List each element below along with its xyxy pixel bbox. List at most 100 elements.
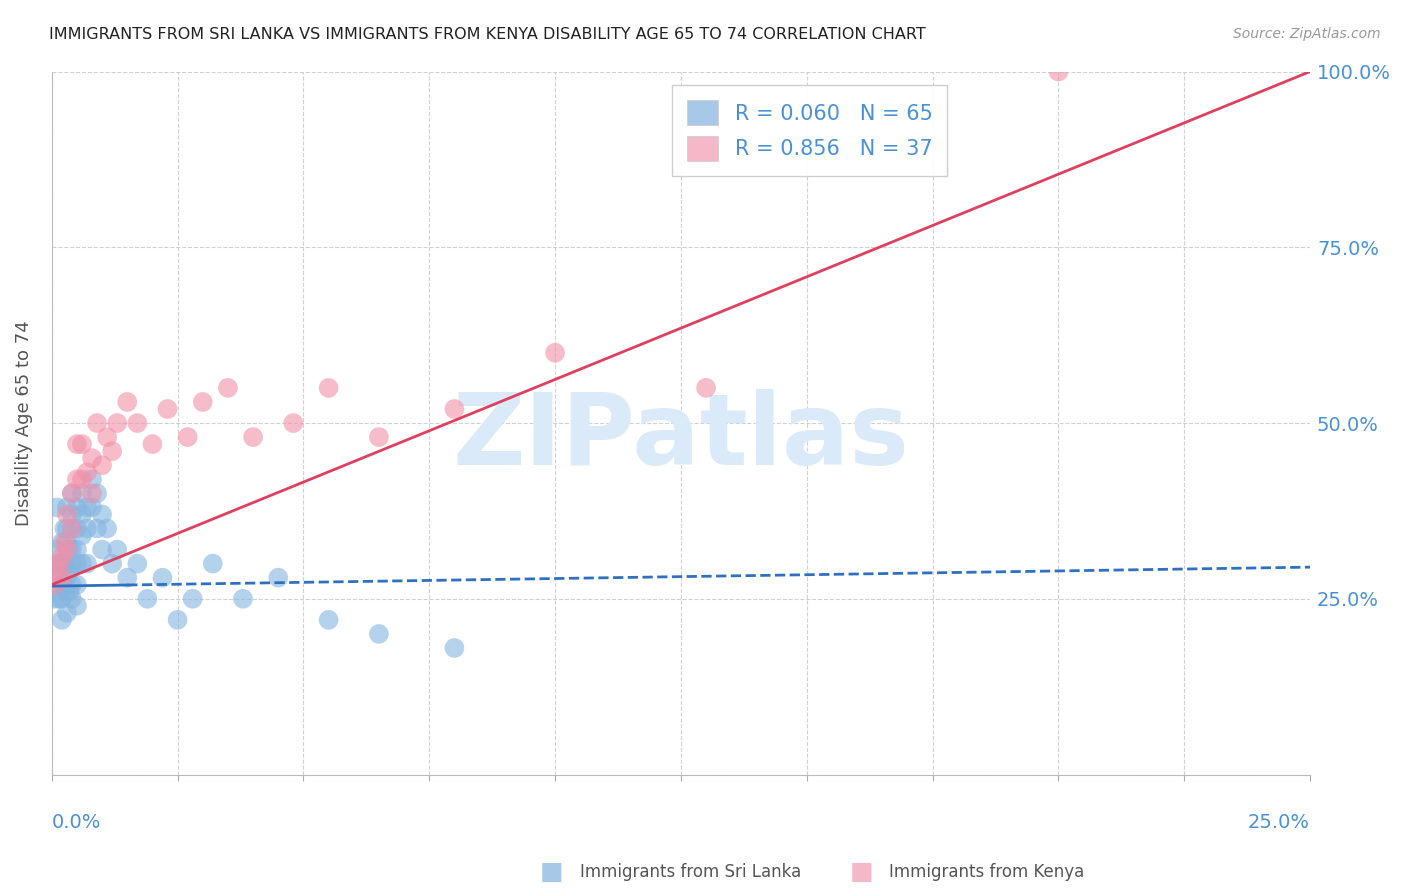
Point: [58, 584, 80, 599]
Point: [60, 521, 83, 535]
Point: [53, 557, 76, 571]
Point: [80, 486, 103, 500]
Point: [91, 508, 114, 522]
Point: [96, 430, 118, 444]
Point: [60, 508, 83, 522]
Point: [70, 557, 93, 571]
Point: [58, 542, 80, 557]
Point: [86, 486, 108, 500]
Point: [66, 437, 89, 451]
Point: [232, 591, 254, 606]
Point: [86, 521, 108, 535]
Point: [45, 542, 67, 557]
Point: [44, 578, 66, 592]
Point: [51, 549, 73, 564]
Point: [96, 521, 118, 535]
Point: [45, 564, 67, 578]
Point: [695, 381, 717, 395]
Point: [127, 557, 149, 571]
Point: [60, 578, 83, 592]
Point: [60, 486, 83, 500]
Point: [242, 430, 264, 444]
Point: [117, 395, 139, 409]
Point: [318, 381, 340, 395]
Point: [56, 606, 79, 620]
Text: Source: ZipAtlas.com: Source: ZipAtlas.com: [1233, 27, 1381, 41]
Point: [60, 557, 83, 571]
Point: [66, 599, 89, 613]
Point: [367, 430, 389, 444]
Point: [56, 521, 79, 535]
Point: [443, 401, 465, 416]
Point: [80, 451, 103, 466]
Point: [58, 564, 80, 578]
Point: [56, 571, 79, 585]
Point: [56, 557, 79, 571]
Point: [56, 500, 79, 515]
Point: [56, 584, 79, 599]
Point: [66, 472, 89, 486]
Point: [141, 437, 163, 451]
Point: [66, 521, 89, 535]
Text: ■: ■: [849, 861, 873, 884]
Point: [53, 521, 76, 535]
Point: [152, 571, 174, 585]
Point: [60, 542, 83, 557]
Point: [217, 381, 239, 395]
Point: [176, 430, 198, 444]
Point: [70, 486, 93, 500]
Point: [70, 472, 93, 486]
Point: [136, 591, 159, 606]
Point: [101, 444, 124, 458]
Point: [51, 535, 73, 549]
Point: [60, 486, 83, 500]
Point: [70, 508, 93, 522]
Point: [166, 613, 188, 627]
Point: [66, 500, 89, 515]
Text: ZIPatlas: ZIPatlas: [453, 389, 910, 485]
Point: [76, 521, 98, 535]
Point: [53, 535, 76, 549]
Point: [66, 578, 89, 592]
Text: Immigrants from Sri Lanka: Immigrants from Sri Lanka: [581, 863, 801, 881]
Point: [45, 571, 67, 585]
Point: [76, 465, 98, 479]
Point: [156, 401, 179, 416]
Point: [80, 500, 103, 515]
Point: [117, 571, 139, 585]
Point: [51, 578, 73, 592]
Point: [181, 591, 204, 606]
Text: ■: ■: [540, 861, 564, 884]
Point: [1047, 64, 1070, 78]
Point: [76, 557, 98, 571]
Text: 25.0%: 25.0%: [1249, 814, 1310, 832]
Point: [66, 557, 89, 571]
Point: [105, 416, 128, 430]
Point: [101, 557, 124, 571]
Point: [53, 578, 76, 592]
Point: [60, 521, 83, 535]
Point: [267, 571, 290, 585]
Point: [70, 437, 93, 451]
Point: [318, 613, 340, 627]
Point: [544, 345, 567, 359]
Point: [60, 591, 83, 606]
Point: [51, 557, 73, 571]
Point: [70, 528, 93, 542]
Text: IMMIGRANTS FROM SRI LANKA VS IMMIGRANTS FROM KENYA DISABILITY AGE 65 TO 74 CORRE: IMMIGRANTS FROM SRI LANKA VS IMMIGRANTS …: [49, 27, 927, 42]
Point: [91, 542, 114, 557]
Point: [443, 640, 465, 655]
Point: [86, 416, 108, 430]
Point: [105, 542, 128, 557]
Point: [51, 591, 73, 606]
Point: [66, 542, 89, 557]
Point: [80, 472, 103, 486]
Text: Immigrants from Kenya: Immigrants from Kenya: [889, 863, 1084, 881]
Point: [76, 500, 98, 515]
Point: [48, 557, 70, 571]
Point: [56, 508, 79, 522]
Point: [44, 591, 66, 606]
Point: [191, 395, 214, 409]
Point: [51, 613, 73, 627]
Point: [48, 557, 70, 571]
